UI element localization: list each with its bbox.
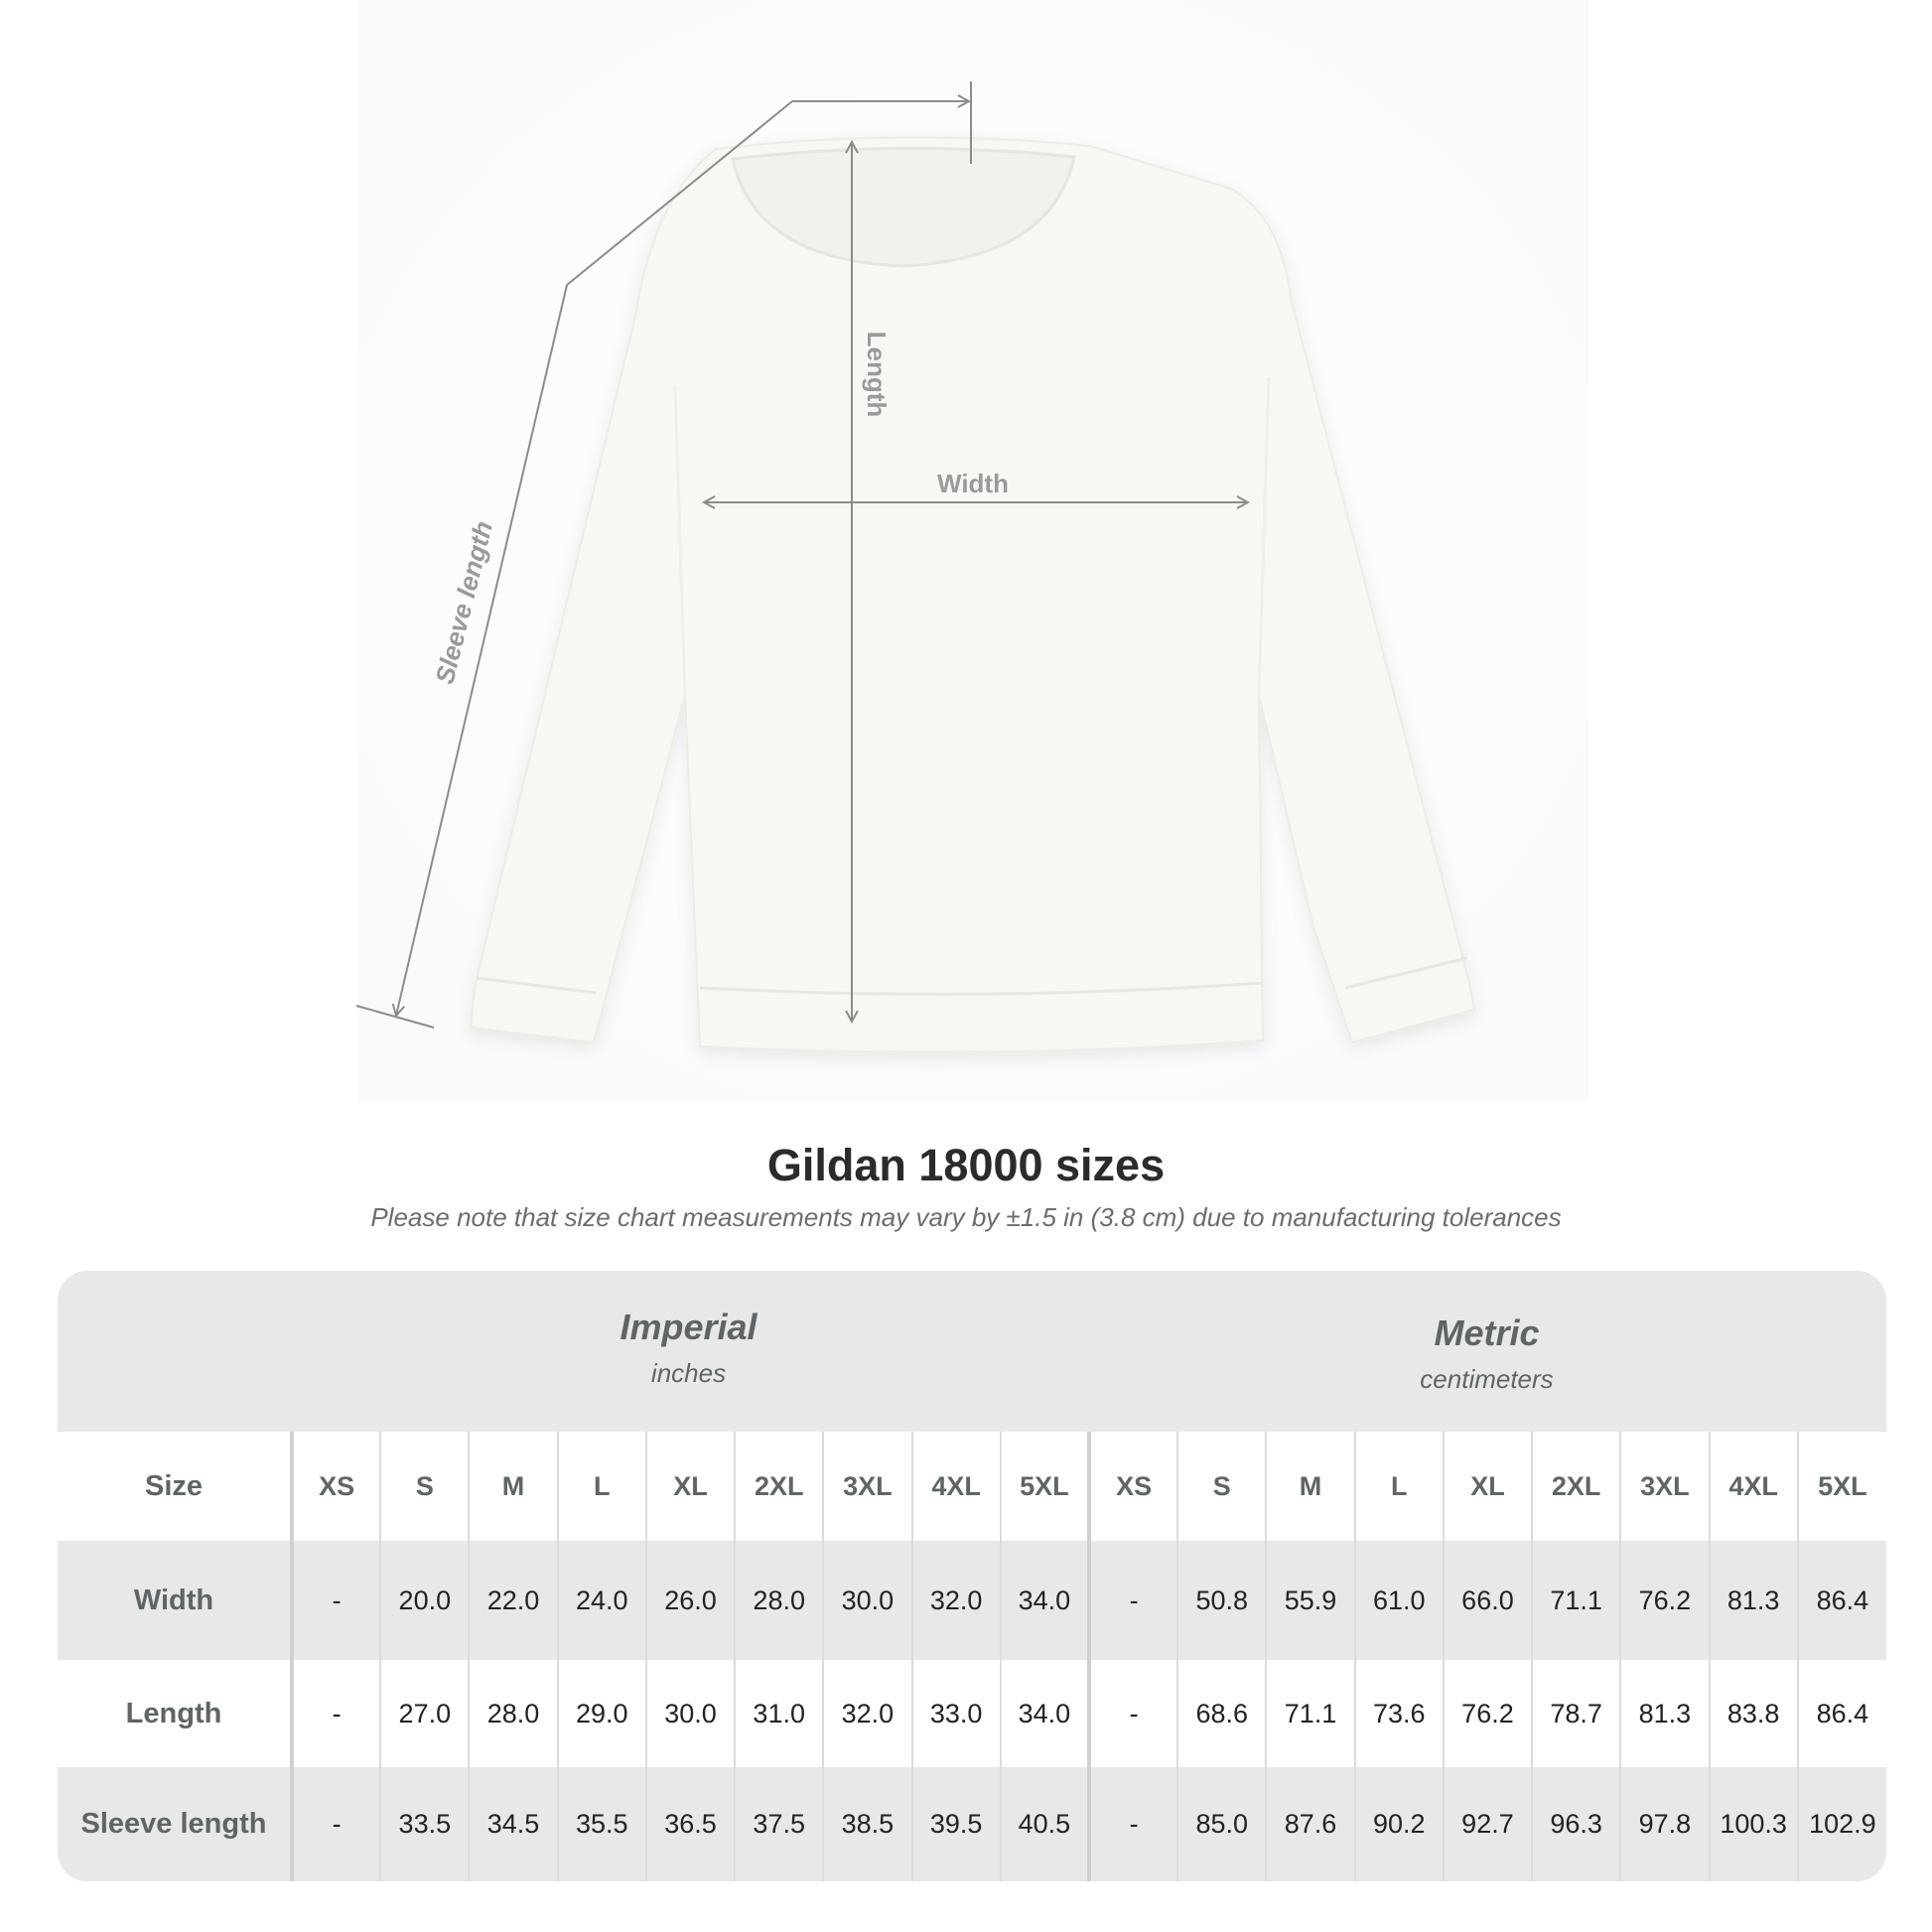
metric-value-cell: 97.8 (1619, 1767, 1710, 1881)
imperial-value-cell: 20.0 (379, 1541, 470, 1660)
row-label: Sleeve length (58, 1767, 292, 1881)
metric-size-xs: XS (1086, 1432, 1178, 1541)
imperial-title: Imperial (620, 1307, 758, 1347)
imperial-value-cell: 32.0 (910, 1541, 1001, 1660)
imperial-value-cell: 30.0 (644, 1660, 736, 1767)
metric-size-3xl: 3XL (1619, 1432, 1710, 1541)
metric-value-cell: 61.0 (1353, 1541, 1444, 1660)
sweatshirt-image (469, 136, 1476, 1053)
imperial-value-cell: 34.5 (468, 1767, 558, 1881)
metric-value-cell: 50.8 (1176, 1541, 1267, 1660)
imperial-value-cell: 24.0 (556, 1541, 646, 1660)
imperial-value-cell: 30.0 (822, 1541, 912, 1660)
metric-value-cell: - (1086, 1660, 1178, 1767)
unit-header-band: Imperial inches Metric centimeters (58, 1271, 1886, 1432)
imperial-value-cell: 26.0 (644, 1541, 736, 1660)
imperial-size-s: S (379, 1432, 470, 1541)
imperial-value-cell: 38.5 (822, 1767, 912, 1881)
metric-value-cell: 87.6 (1265, 1767, 1355, 1881)
metric-value-cell: 85.0 (1176, 1767, 1267, 1881)
metric-unit: centimeters (1420, 1364, 1554, 1394)
size-header-row: Size XS S M L XL 2XL 3XL 4XL 5XL XS S M L XL 2XL 3XL 4XL 5… (58, 1432, 1886, 1541)
size-column-label: Size (58, 1432, 292, 1541)
metric-value-cell: 68.6 (1176, 1660, 1267, 1767)
imperial-value-cell: 29.0 (556, 1660, 646, 1767)
imperial-value-cell: 36.5 (644, 1767, 736, 1881)
metric-value-cell: 76.2 (1619, 1541, 1710, 1660)
imperial-value-cell: 33.0 (910, 1660, 1001, 1767)
metric-header: Metric centimeters (1087, 1312, 1886, 1395)
metric-value-cell: 81.3 (1619, 1660, 1710, 1767)
sweatshirt-diagram: Length Width Sleeve length (355, 0, 1588, 1102)
metric-value-cell: 76.2 (1442, 1660, 1533, 1767)
metric-value-cell: 66.0 (1442, 1541, 1533, 1660)
imperial-value-cell: 35.5 (556, 1767, 646, 1881)
imperial-value-cell: 22.0 (468, 1541, 558, 1660)
size-chart-table: Imperial inches Metric centimeters Size X… (58, 1271, 1886, 1881)
imperial-unit: inches (650, 1358, 727, 1388)
imperial-value-cell: 28.0 (468, 1660, 558, 1767)
imperial-value-cell: 28.0 (734, 1541, 824, 1660)
imperial-value-cell: 31.0 (734, 1660, 824, 1767)
imperial-value-cell: 27.0 (379, 1660, 470, 1767)
row-label: Length (58, 1660, 292, 1767)
metric-value-cell: 81.3 (1708, 1541, 1798, 1660)
metric-value-cell: - (1086, 1541, 1178, 1660)
imperial-value-cell: 33.5 (379, 1767, 470, 1881)
imperial-header: Imperial inches (290, 1307, 1087, 1389)
table-row: Length -27.0 28.0 29.0 30.0 31.0 32.0 33.0 34.0-… (58, 1660, 1886, 1767)
imperial-value-cell: 34.0 (999, 1660, 1089, 1767)
metric-value-cell: 96.3 (1531, 1767, 1621, 1881)
imperial-size-3xl: 3XL (822, 1432, 912, 1541)
width-label: Width (937, 469, 1009, 498)
imperial-value-cell: - (289, 1541, 381, 1660)
page-title: Gildan 18000 sizes (766, 1140, 1166, 1190)
metric-value-cell: 86.4 (1796, 1660, 1886, 1767)
metric-value-cell: - (1086, 1767, 1178, 1881)
imperial-value-cell: - (289, 1767, 381, 1881)
sleeve-length-indicator (355, 81, 972, 1029)
imperial-size-5xl: 5XL (999, 1432, 1089, 1541)
row-label: Width (58, 1541, 292, 1660)
imperial-size-l: L (556, 1432, 646, 1541)
tolerance-note: Please note that size chart measurements… (370, 1202, 1562, 1232)
imperial-value-cell: - (289, 1660, 381, 1767)
imperial-size-xl: XL (644, 1432, 736, 1541)
metric-value-cell: 86.4 (1796, 1541, 1886, 1660)
metric-value-cell: 100.3 (1708, 1767, 1798, 1881)
metric-value-cell: 73.6 (1353, 1660, 1444, 1767)
metric-value-cell: 78.7 (1531, 1660, 1621, 1767)
imperial-value-cell: 32.0 (822, 1660, 912, 1767)
imperial-value-cell: 40.5 (999, 1767, 1089, 1881)
table-row: Sleeve length -33.5 34.5 35.5 36.5 37.5 38.5 39… (58, 1767, 1886, 1881)
metric-title: Metric (1434, 1312, 1540, 1353)
size-grid: Size XS S M L XL 2XL 3XL 4XL 5XL XS S M L XL 2XL 3XL 4XL 5… (58, 1432, 1886, 1881)
metric-value-cell: 71.1 (1531, 1541, 1621, 1660)
imperial-size-xs: XS (289, 1432, 381, 1541)
metric-size-m: M (1265, 1432, 1355, 1541)
metric-size-4xl: 4XL (1708, 1432, 1798, 1541)
imperial-value-cell: 37.5 (734, 1767, 824, 1881)
metric-size-l: L (1353, 1432, 1444, 1541)
length-label: Length (862, 332, 892, 418)
imperial-size-m: M (468, 1432, 558, 1541)
imperial-value-cell: 39.5 (910, 1767, 1001, 1881)
table-row: Width -20.0 22.0 24.0 26.0 28.0 30.0 32.0 34.0-5… (58, 1541, 1886, 1660)
metric-size-5xl: 5XL (1796, 1432, 1886, 1541)
imperial-size-4xl: 4XL (910, 1432, 1001, 1541)
imperial-size-2xl: 2XL (734, 1432, 824, 1541)
imperial-value-cell: 34.0 (999, 1541, 1089, 1660)
metric-size-2xl: 2XL (1531, 1432, 1621, 1541)
metric-value-cell: 55.9 (1265, 1541, 1355, 1660)
metric-size-xl: XL (1442, 1432, 1533, 1541)
metric-value-cell: 92.7 (1442, 1767, 1533, 1881)
metric-value-cell: 71.1 (1265, 1660, 1355, 1767)
metric-value-cell: 102.9 (1796, 1767, 1886, 1881)
metric-value-cell: 90.2 (1353, 1767, 1444, 1881)
metric-value-cell: 83.8 (1708, 1660, 1798, 1767)
metric-size-s: S (1176, 1432, 1267, 1541)
